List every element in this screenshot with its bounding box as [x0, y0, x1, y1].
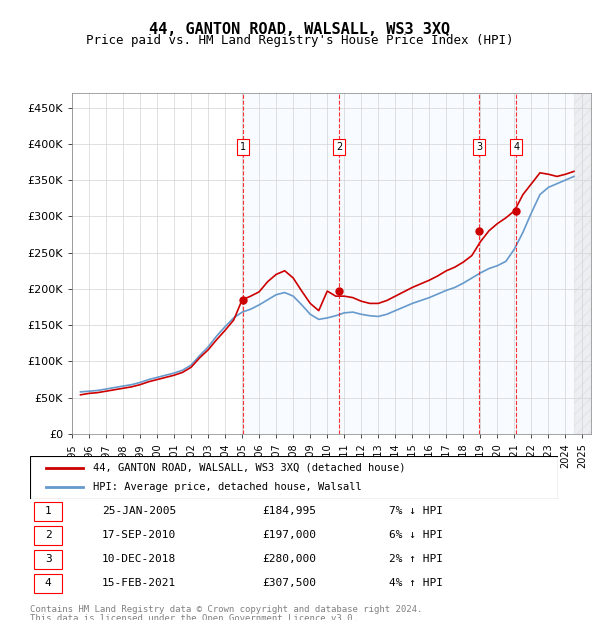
Text: £307,500: £307,500 [262, 578, 316, 588]
Text: 25-JAN-2005: 25-JAN-2005 [102, 506, 176, 516]
Text: 10-DEC-2018: 10-DEC-2018 [102, 554, 176, 564]
Text: 6% ↓ HPI: 6% ↓ HPI [389, 530, 443, 540]
FancyBboxPatch shape [34, 574, 62, 593]
Bar [517, 93, 591, 434]
Text: £280,000: £280,000 [262, 554, 316, 564]
Text: £197,000: £197,000 [262, 530, 316, 540]
Text: 17-SEP-2010: 17-SEP-2010 [102, 530, 176, 540]
FancyBboxPatch shape [30, 456, 558, 499]
Text: 4% ↑ HPI: 4% ↑ HPI [389, 578, 443, 588]
Text: 1: 1 [45, 506, 52, 516]
Text: 3: 3 [476, 143, 482, 153]
Text: 3: 3 [45, 554, 52, 564]
Text: 15-FEB-2021: 15-FEB-2021 [102, 578, 176, 588]
Bar [244, 93, 340, 434]
Text: HPI: Average price, detached house, Walsall: HPI: Average price, detached house, Wals… [94, 482, 362, 492]
Text: Price paid vs. HM Land Registry's House Price Index (HPI): Price paid vs. HM Land Registry's House … [86, 34, 514, 47]
Text: 44, GANTON ROAD, WALSALL, WS3 3XQ (detached house): 44, GANTON ROAD, WALSALL, WS3 3XQ (detac… [94, 463, 406, 473]
Text: 44, GANTON ROAD, WALSALL, WS3 3XQ: 44, GANTON ROAD, WALSALL, WS3 3XQ [149, 22, 451, 37]
FancyBboxPatch shape [34, 502, 62, 521]
FancyBboxPatch shape [34, 526, 62, 545]
Text: 4: 4 [514, 143, 520, 153]
Text: 2: 2 [336, 143, 343, 153]
Text: 2% ↑ HPI: 2% ↑ HPI [389, 554, 443, 564]
Text: Contains HM Land Registry data © Crown copyright and database right 2024.: Contains HM Land Registry data © Crown c… [30, 604, 422, 614]
Bar [479, 93, 517, 434]
Text: 4: 4 [45, 578, 52, 588]
Bar [340, 93, 479, 434]
Text: £184,995: £184,995 [262, 506, 316, 516]
Text: This data is licensed under the Open Government Licence v3.0.: This data is licensed under the Open Gov… [30, 614, 358, 620]
Text: 7% ↓ HPI: 7% ↓ HPI [389, 506, 443, 516]
Bar [574, 93, 591, 434]
Text: 1: 1 [240, 143, 247, 153]
FancyBboxPatch shape [34, 549, 62, 569]
Text: 2: 2 [45, 530, 52, 540]
